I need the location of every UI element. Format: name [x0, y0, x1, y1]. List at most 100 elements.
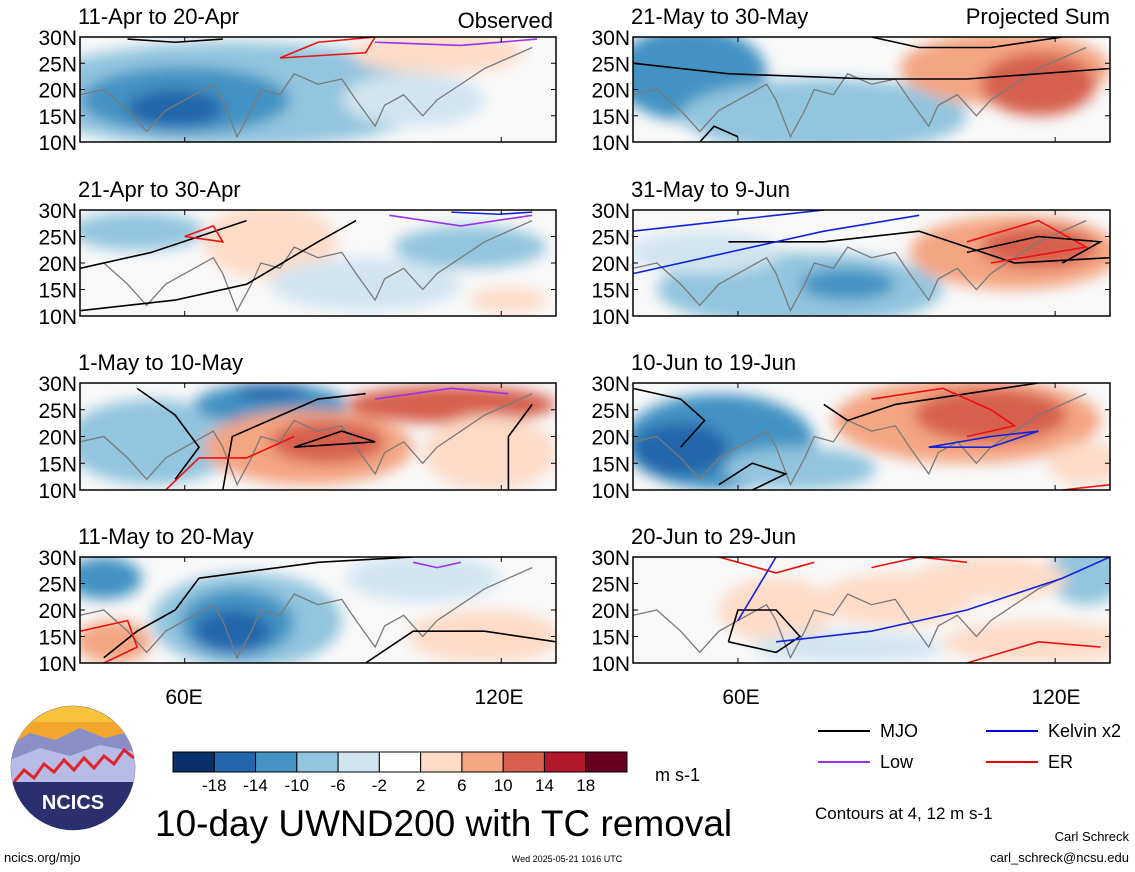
contour-line — [136, 387, 200, 480]
wind-anomaly-region — [981, 52, 1096, 116]
contour-line — [451, 211, 533, 216]
contour-line — [222, 392, 366, 490]
lat-tick-label: 25N — [38, 227, 77, 250]
wind-anomaly-region — [723, 447, 877, 490]
wind-anomaly-region — [422, 415, 556, 490]
contour-note: Contours at 4, 12 m s-1 — [815, 804, 993, 823]
lat-tick-label: 15N — [38, 106, 77, 129]
lat-tick-label: 10N — [38, 653, 77, 676]
wind-anomaly-region — [633, 231, 781, 274]
contour-line — [871, 557, 967, 569]
wind-anomaly-region — [680, 79, 967, 142]
contour-line — [928, 430, 1039, 449]
column-label-observed: Observed — [458, 8, 553, 33]
colorbar-swatch — [296, 751, 339, 773]
lat-tick-label: 10N — [591, 132, 630, 155]
lat-tick-label: 30N — [38, 200, 77, 223]
contour-line — [80, 219, 247, 270]
lat-tick-label: 20N — [38, 253, 77, 276]
coastline — [80, 567, 533, 660]
wind-anomaly-region — [394, 225, 547, 269]
contour-line — [80, 219, 357, 312]
wind-anomaly-region — [203, 210, 338, 279]
colorbar-swatch — [543, 751, 587, 773]
legend-label: Kelvin x2 — [1048, 721, 1121, 741]
wind-anomaly-region — [914, 557, 1068, 600]
panel-title: 11-May to 20-May — [78, 524, 254, 549]
colorbar-swatch — [502, 751, 545, 773]
wind-anomaly-region — [470, 287, 547, 313]
contour-line — [727, 609, 802, 654]
lat-tick-label: 25N — [591, 400, 630, 423]
lat-tick-label: 10N — [38, 306, 77, 329]
wind-anomaly-region — [270, 420, 385, 464]
lat-tick-label: 15N — [591, 627, 630, 650]
panel-title: 31-May to 9-Jun — [631, 177, 790, 202]
lat-tick-label: 25N — [591, 53, 630, 76]
lat-tick-label: 30N — [591, 373, 630, 396]
contour-line — [633, 62, 1110, 80]
wind-anomaly-region — [194, 610, 271, 653]
contour-line — [871, 37, 1063, 49]
author-email[interactable]: carl_schreck@ncsu.edu — [990, 850, 1129, 865]
lat-tick-label: 10N — [591, 480, 630, 503]
coastline — [80, 46, 533, 139]
colorbar-label: -2 — [372, 776, 387, 795]
wind-anomaly-region — [346, 557, 499, 602]
lat-tick-label: 30N — [38, 373, 77, 396]
colorbar-label: -6 — [331, 776, 346, 795]
lat-tick-label: 20N — [591, 80, 630, 103]
lat-tick-label: 25N — [38, 574, 77, 597]
legend-label: Low — [880, 752, 914, 772]
wind-anomaly-region — [752, 631, 944, 663]
contour-line — [389, 214, 533, 227]
contour-line — [728, 230, 1110, 264]
contour-line — [375, 387, 509, 400]
colorbar: -18 -14 -10 -6 -2 2 6 10 14 18 — [172, 751, 628, 795]
contour-line — [633, 214, 920, 275]
panel-title: 10-Jun to 19-Jun — [631, 350, 796, 375]
colorbar-swatch — [172, 751, 215, 773]
contour-line — [633, 387, 706, 448]
contour-line — [80, 619, 139, 663]
contour-line — [871, 387, 1017, 438]
colorbar-swatch — [378, 751, 422, 773]
lat-tick-label: 10N — [591, 306, 630, 329]
author: Carl Schreck — [1055, 829, 1130, 844]
lat-tick-label: 10N — [591, 653, 630, 676]
wind-anomaly-region — [346, 385, 556, 424]
wind-anomaly-region — [408, 610, 556, 663]
legend-label: ER — [1048, 752, 1073, 772]
lat-tick-label: 10N — [38, 480, 77, 503]
contour-line — [103, 577, 200, 659]
lat-tick-label: 30N — [591, 200, 630, 223]
lat-tick-label: 15N — [591, 106, 630, 129]
contour-line — [279, 37, 377, 59]
colorbar-swatch — [337, 751, 380, 773]
lat-tick-label: 25N — [591, 227, 630, 250]
colorbar-label: 6 — [457, 776, 466, 795]
contour-line — [737, 557, 777, 622]
colorbar-label: 18 — [576, 776, 595, 795]
wind-anomaly-region — [270, 257, 461, 311]
wind-anomaly-region — [80, 212, 204, 251]
source-link[interactable]: ncics.org/mjo — [4, 850, 81, 865]
colorbar-label: -14 — [243, 776, 268, 795]
lon-tick-60e-left: 60E — [165, 686, 202, 709]
contour-line — [718, 462, 788, 490]
lat-tick-label: 20N — [38, 600, 77, 623]
wind-anomaly-region — [1048, 557, 1110, 605]
panel-title: 20-Jun to 29-Jun — [631, 524, 796, 549]
contour-line — [413, 561, 461, 569]
lat-tick-label: 30N — [591, 27, 630, 50]
contour-line — [127, 38, 223, 44]
lat-tick-label: 25N — [38, 400, 77, 423]
lat-tick-label: 25N — [591, 574, 630, 597]
contour-line — [1062, 483, 1110, 490]
coastline — [80, 393, 533, 487]
colorbar-label: 14 — [535, 776, 554, 795]
contour-line — [699, 125, 739, 142]
